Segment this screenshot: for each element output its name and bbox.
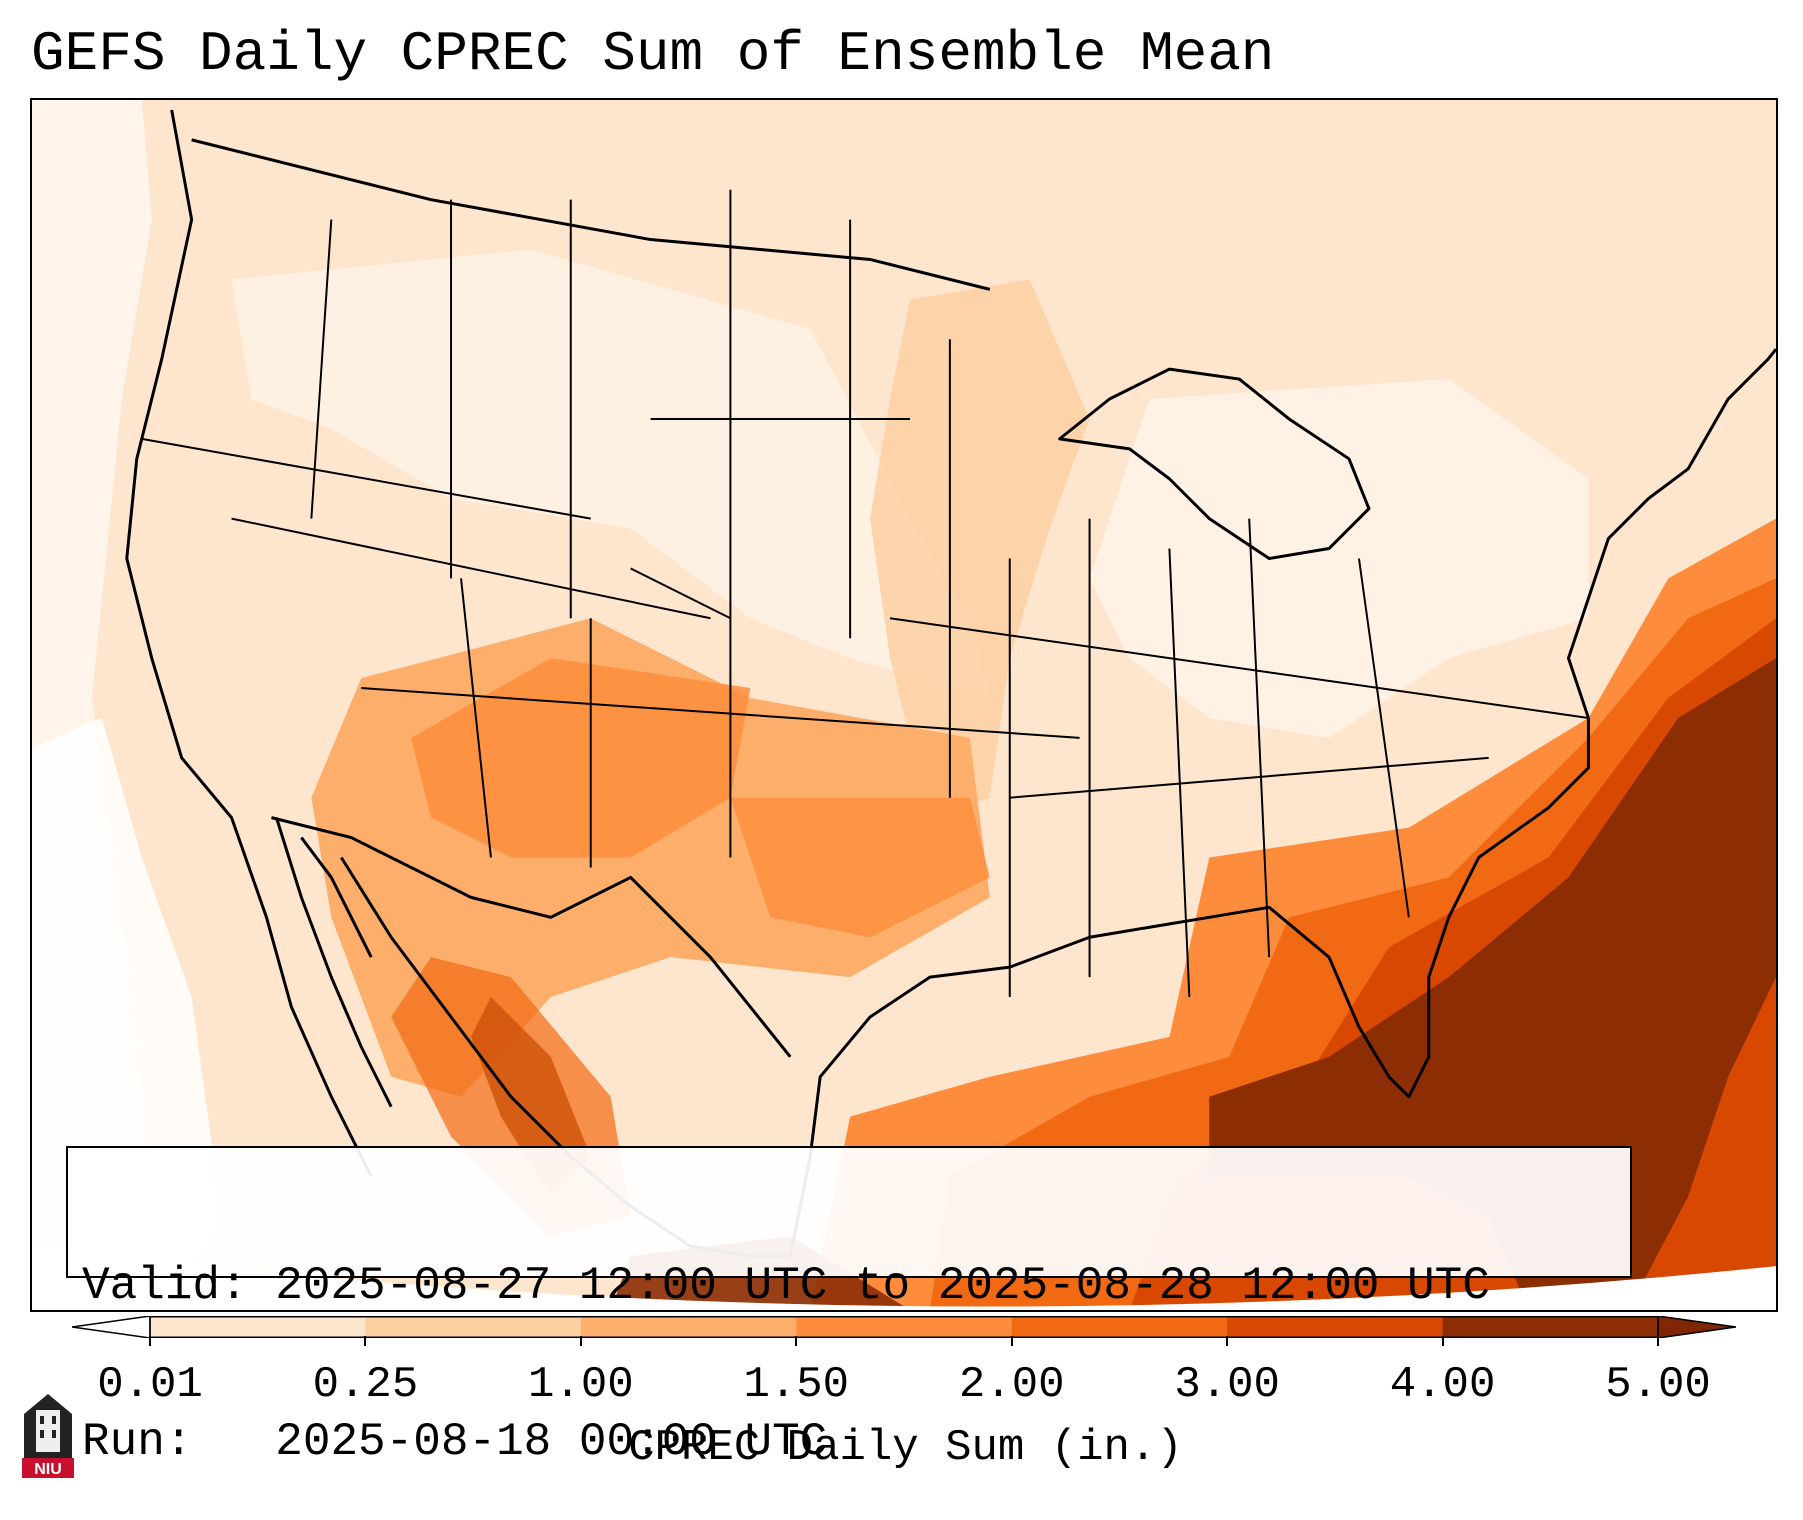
great-lakes-outline <box>1058 367 1371 560</box>
colorbar <box>72 1316 1736 1338</box>
precipitation-map <box>30 98 1778 1312</box>
atlantic-coast-line <box>1566 348 1776 719</box>
valid-run-info-box: Valid: 2025-08-27 12:00 UTC to 2025-08-2… <box>66 1146 1632 1468</box>
map-canvas <box>32 100 1776 1310</box>
colorbar-segment <box>796 1316 1013 1338</box>
colorbar-segments <box>150 1316 1659 1338</box>
colorbar-segment <box>1227 1316 1444 1338</box>
logo-tower <box>36 1410 60 1452</box>
map-title: GEFS Daily CPREC Sum of Ensemble Mean <box>31 22 1275 86</box>
colorbar-segment <box>365 1316 582 1338</box>
state-borders <box>141 189 1589 998</box>
precip-field-light-east <box>1089 379 1589 738</box>
colorbar-tick-label: 5.00 <box>1605 1360 1711 1410</box>
colorbar-tick <box>579 1336 582 1346</box>
colorbar-tick-label: 1.00 <box>528 1360 634 1410</box>
state-border-lines <box>141 189 1589 998</box>
niu-logo: NIU <box>22 1394 74 1478</box>
colorbar-ticks: 0.01 0.25 1.00 1.50 2.00 3.00 4.00 5.00 <box>0 1336 1803 1416</box>
precip-field-orange-rockies <box>411 658 751 858</box>
colorbar-under-triangle <box>72 1316 151 1338</box>
colorbar-tick <box>149 1336 151 1346</box>
colorbar-tick-label: 4.00 <box>1389 1360 1496 1410</box>
gulf-coast-line <box>788 717 1590 1257</box>
colorbar-tick-label: 0.25 <box>312 1360 419 1410</box>
canada-border-line <box>191 138 991 291</box>
precip-field-light-interior <box>231 249 990 699</box>
colorbar-segment <box>150 1316 366 1338</box>
run-time-text: Run: 2025-08-18 00:00 UTC <box>82 1416 828 1468</box>
west-coast-line <box>125 109 373 1178</box>
logo-band <box>22 1458 74 1478</box>
colorbar-tick <box>795 1336 798 1346</box>
colorbar-segment <box>1011 1316 1228 1338</box>
colorbar-tick-label: 0.01 <box>97 1360 203 1410</box>
precip-field-orange-plains <box>730 797 990 938</box>
colorbar-tick <box>364 1336 367 1346</box>
baja-peninsula-line <box>275 817 393 1108</box>
colorbar-tick <box>1657 1336 1659 1346</box>
colorbar-outline <box>149 1316 1659 1338</box>
colorbar-tick-label: 1.50 <box>743 1360 850 1410</box>
colorbar-segment <box>580 1316 797 1338</box>
colorbar-tick <box>1010 1336 1013 1346</box>
colorbar-tick <box>1226 1336 1229 1346</box>
mexico-border-line <box>271 816 792 1058</box>
colorbar-tick-label: 3.00 <box>1174 1360 1280 1410</box>
colorbar-tick <box>1441 1336 1444 1346</box>
valid-time-text: Valid: 2025-08-27 12:00 UTC to 2025-08-2… <box>82 1260 1490 1312</box>
colorbar-segment <box>1442 1316 1659 1338</box>
colorbar-tick-label: 2.00 <box>958 1360 1065 1410</box>
precip-field-moderate-midwest <box>870 279 1090 818</box>
projection-edge-bottom <box>32 1246 1776 1310</box>
colorbar-label: CPREC Daily Sum (in.) <box>628 1423 1183 1473</box>
logo-text: NIU <box>34 1461 62 1478</box>
colorbar-over-triangle <box>1657 1316 1736 1338</box>
